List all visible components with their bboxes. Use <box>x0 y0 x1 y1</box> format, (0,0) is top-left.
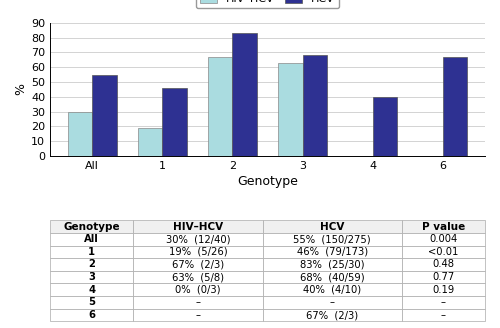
X-axis label: Genotype: Genotype <box>237 175 298 188</box>
Y-axis label: %: % <box>14 83 27 95</box>
Bar <box>302 55 327 156</box>
Bar <box>232 33 257 156</box>
Bar <box>208 57 233 156</box>
Bar <box>68 112 92 156</box>
Legend: HIV–HCV, HCV: HIV–HCV, HCV <box>196 0 339 8</box>
Bar <box>372 97 398 156</box>
Bar <box>92 75 116 156</box>
Bar <box>162 88 187 156</box>
Bar <box>278 63 302 156</box>
Bar <box>443 57 468 156</box>
Bar <box>138 128 162 156</box>
